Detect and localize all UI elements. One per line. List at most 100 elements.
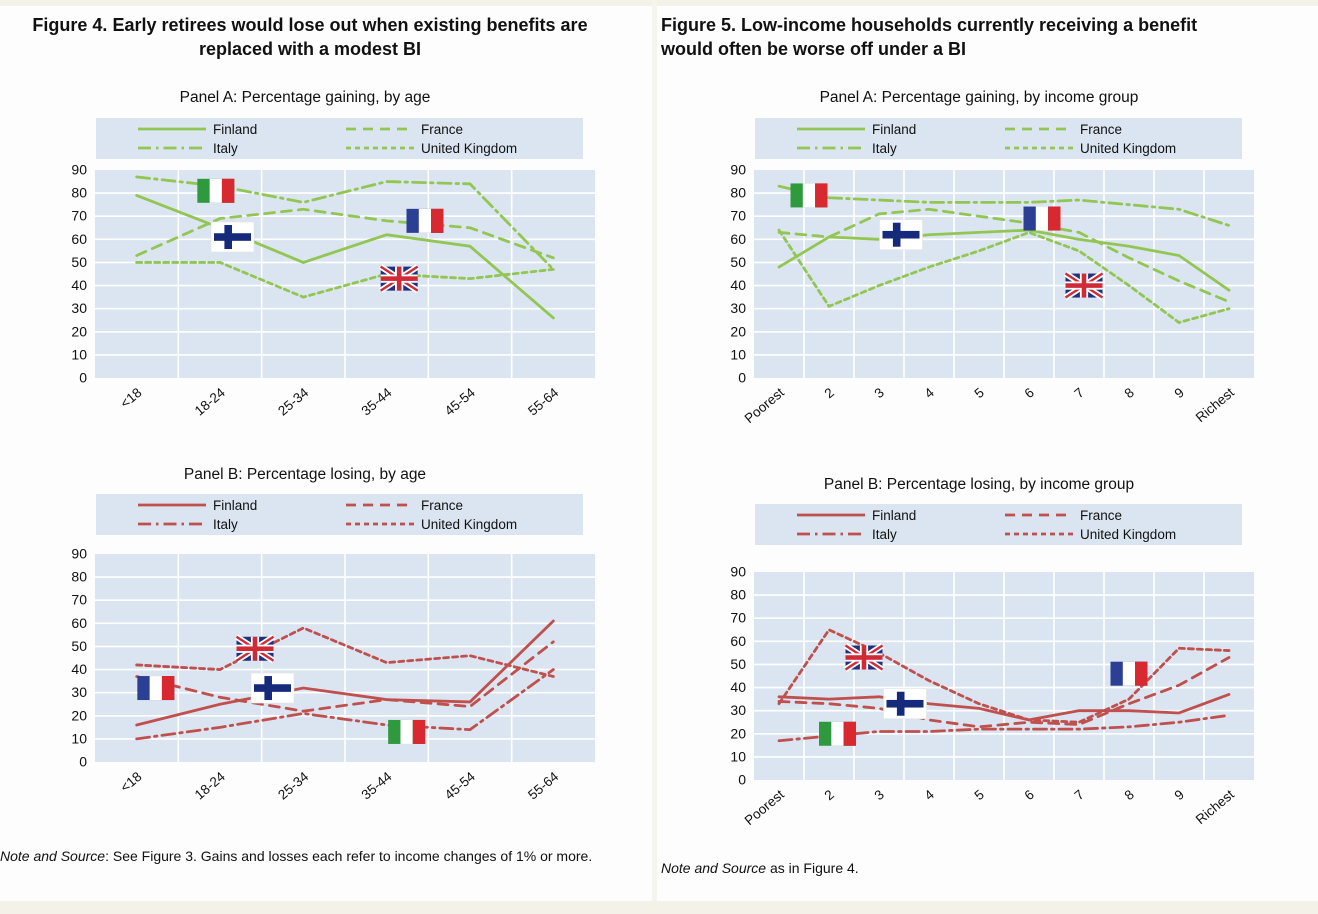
flag-france-icon <box>1023 206 1061 231</box>
y-tick-label: 20 <box>730 323 746 339</box>
series-line-france <box>135 640 555 713</box>
x-tick-label: 4 <box>922 786 938 803</box>
figure4-panel-b-title: Panel B: Percentage losing, by age <box>183 466 427 483</box>
legend-label: Italy <box>872 140 897 156</box>
y-tick-label: 40 <box>730 679 746 695</box>
legend-column-1: Finland Italy <box>96 497 320 533</box>
legend-label: United Kingdom <box>1080 526 1177 542</box>
legend-line-dashdot-icon <box>138 146 206 150</box>
legend-item-united-kingdom: United Kingdom <box>1003 526 1242 543</box>
legend-label: Finland <box>872 507 917 523</box>
y-tick-label: 50 <box>730 254 746 270</box>
legend-item-united-kingdom: United Kingdom <box>344 516 583 533</box>
y-tick-label: 60 <box>730 231 746 247</box>
series-line-finland <box>777 693 1231 722</box>
figure4-panel-b-legend: Finland Italy France United Kingdom <box>96 494 583 535</box>
legend-line-solid-icon <box>797 513 865 517</box>
legend-column-2: France United Kingdom <box>979 507 1242 543</box>
legend-column-2: France United Kingdom <box>320 497 583 533</box>
x-tick-label: 18-24 <box>192 768 228 802</box>
x-tick-label: 55-64 <box>525 384 561 418</box>
figure5-note-lead: Note and Source <box>661 860 767 876</box>
series-line-france <box>777 207 1231 304</box>
legend-label: Italy <box>872 526 897 542</box>
legend-label: Finland <box>213 121 258 137</box>
y-tick-label: 30 <box>730 300 746 316</box>
figure5-panel-a-legend: Finland Italy France United Kingdom <box>755 118 1242 159</box>
x-tick-label: Poorest <box>742 385 787 427</box>
legend-line-dash-icon <box>346 127 415 131</box>
legend-line-shortdash-icon <box>1005 532 1074 536</box>
x-tick-label: 3 <box>872 787 887 803</box>
flag-uk-icon <box>234 634 276 664</box>
flag-finland-icon <box>879 219 923 251</box>
legend-label: France <box>421 121 464 137</box>
x-tick-label: 5 <box>972 385 987 401</box>
legend-item-finland: Finland <box>136 121 320 138</box>
figure5-column: Figure 5. Low-income households currentl… <box>659 0 1318 901</box>
y-tick-label: 70 <box>71 208 87 224</box>
x-tick-label: 9 <box>1172 385 1187 401</box>
x-tick-label: 7 <box>1072 787 1087 803</box>
y-tick-label: 80 <box>71 185 87 201</box>
legend-line-dash-icon <box>346 503 415 507</box>
legend-line-dashdot-icon <box>797 532 865 536</box>
y-tick-label: 90 <box>71 548 87 562</box>
y-tick-label: 30 <box>71 684 87 700</box>
legend-column-1: Finland Italy <box>755 121 979 157</box>
series-line-united-kingdom <box>777 628 1231 724</box>
figure4-panel-b-chart: 0 10 20 30 40 50 60 70 80 90 <18 18-24 25-34 35-44 45-… <box>53 546 613 823</box>
flag-finland-icon <box>210 221 255 253</box>
figure4-panel-a-legend: Finland Italy France United Kingdom <box>96 118 583 159</box>
y-tick-label: 20 <box>730 725 746 741</box>
series-line-united-kingdom <box>135 261 555 299</box>
legend-column-2: France United Kingdom <box>320 121 583 157</box>
x-tick-label: 6 <box>1022 385 1037 401</box>
legend-line-solid-icon <box>138 127 206 131</box>
legend-column-1: Finland Italy <box>96 121 320 157</box>
legend-label: Finland <box>213 497 258 513</box>
y-tick-label: 70 <box>730 208 746 224</box>
flag-france-icon <box>1110 661 1148 686</box>
x-tick-label: 7 <box>1072 385 1087 401</box>
legend-line-dashdot-icon <box>138 522 206 526</box>
y-tick-label: 10 <box>730 346 746 362</box>
series-line-finland <box>777 228 1231 292</box>
flag-italy-icon <box>197 178 235 203</box>
figure5-title: Figure 5. Low-income households currentl… <box>661 15 1198 60</box>
y-tick-label: 30 <box>730 702 746 718</box>
y-tick-label: 20 <box>71 707 87 723</box>
y-tick-label: 40 <box>71 661 87 677</box>
flag-finland-icon <box>883 688 927 720</box>
y-tick-label: 0 <box>738 772 746 788</box>
legend-label: France <box>1080 507 1123 523</box>
figure5-panel-a-chart: 0 10 20 30 40 50 60 70 80 90 Poorest 2 3 4 5 6 7 8 9 Riches… <box>712 162 1272 457</box>
figure5-note-body: as in Figure 4. <box>766 860 859 876</box>
legend-line-dash-icon <box>1005 513 1074 517</box>
y-tick-label: 40 <box>71 277 87 293</box>
legend-column-2: France United Kingdom <box>979 121 1242 157</box>
x-tick-label: 18-24 <box>192 384 228 418</box>
y-tick-label: 80 <box>730 185 746 201</box>
legend-item-france: France <box>1003 507 1242 524</box>
flag-uk-icon <box>1063 271 1105 301</box>
legend-label: United Kingdom <box>421 140 518 156</box>
legend-item-italy: Italy <box>795 526 979 543</box>
x-tick-label: <18 <box>117 769 144 795</box>
x-tick-label: Poorest <box>742 787 787 829</box>
flag-france-icon <box>137 676 175 701</box>
figure4-title: Figure 4. Early retirees would lose out … <box>32 15 588 60</box>
legend-item-finland: Finland <box>136 497 320 514</box>
page-top-strip <box>0 0 1318 6</box>
y-tick-label: 60 <box>730 633 746 649</box>
figure5-panel-b-chart: 0 10 20 30 40 50 60 70 80 90 Poorest 2 3 4 5 6 7 8 9 Riches… <box>712 564 1272 859</box>
x-tick-label: Richest <box>1193 787 1237 828</box>
y-tick-label: 70 <box>71 592 87 608</box>
legend-item-united-kingdom: United Kingdom <box>1003 140 1242 157</box>
flag-finland-icon <box>250 672 295 704</box>
figure5-panel-a-title: Panel A: Percentage gaining, by income g… <box>819 89 1139 106</box>
series-line-france <box>777 656 1231 729</box>
legend-item-italy: Italy <box>136 516 320 533</box>
y-tick-label: 10 <box>71 730 87 746</box>
